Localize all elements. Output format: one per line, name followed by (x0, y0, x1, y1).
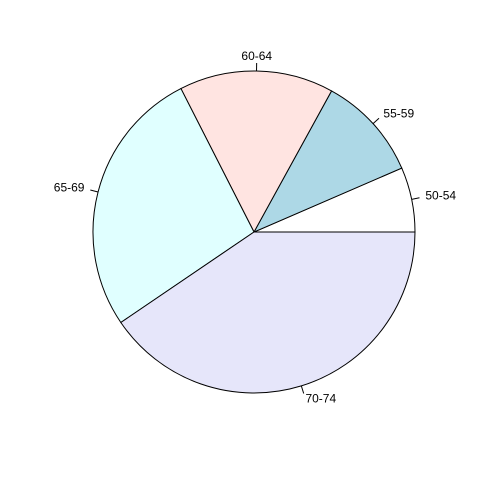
slice-label-55-59: 55-59 (383, 106, 414, 120)
label-tick-65-69 (90, 189, 99, 193)
slice-label-65-69: 65-69 (54, 181, 85, 195)
slice-label-50-54: 50-54 (425, 189, 456, 203)
label-tick-50-54 (411, 197, 420, 200)
pie-slice-55-59 (252, 90, 403, 234)
pie-slice-65-69 (92, 87, 255, 324)
slice-label-60-64: 60-64 (241, 49, 272, 63)
pie-slice-60-64 (180, 70, 333, 234)
label-tick-55-59 (372, 117, 380, 125)
label-tick-70-74 (300, 385, 305, 394)
pie-slice-70-74 (120, 231, 416, 394)
slice-label-70-74: 70-74 (305, 391, 336, 405)
